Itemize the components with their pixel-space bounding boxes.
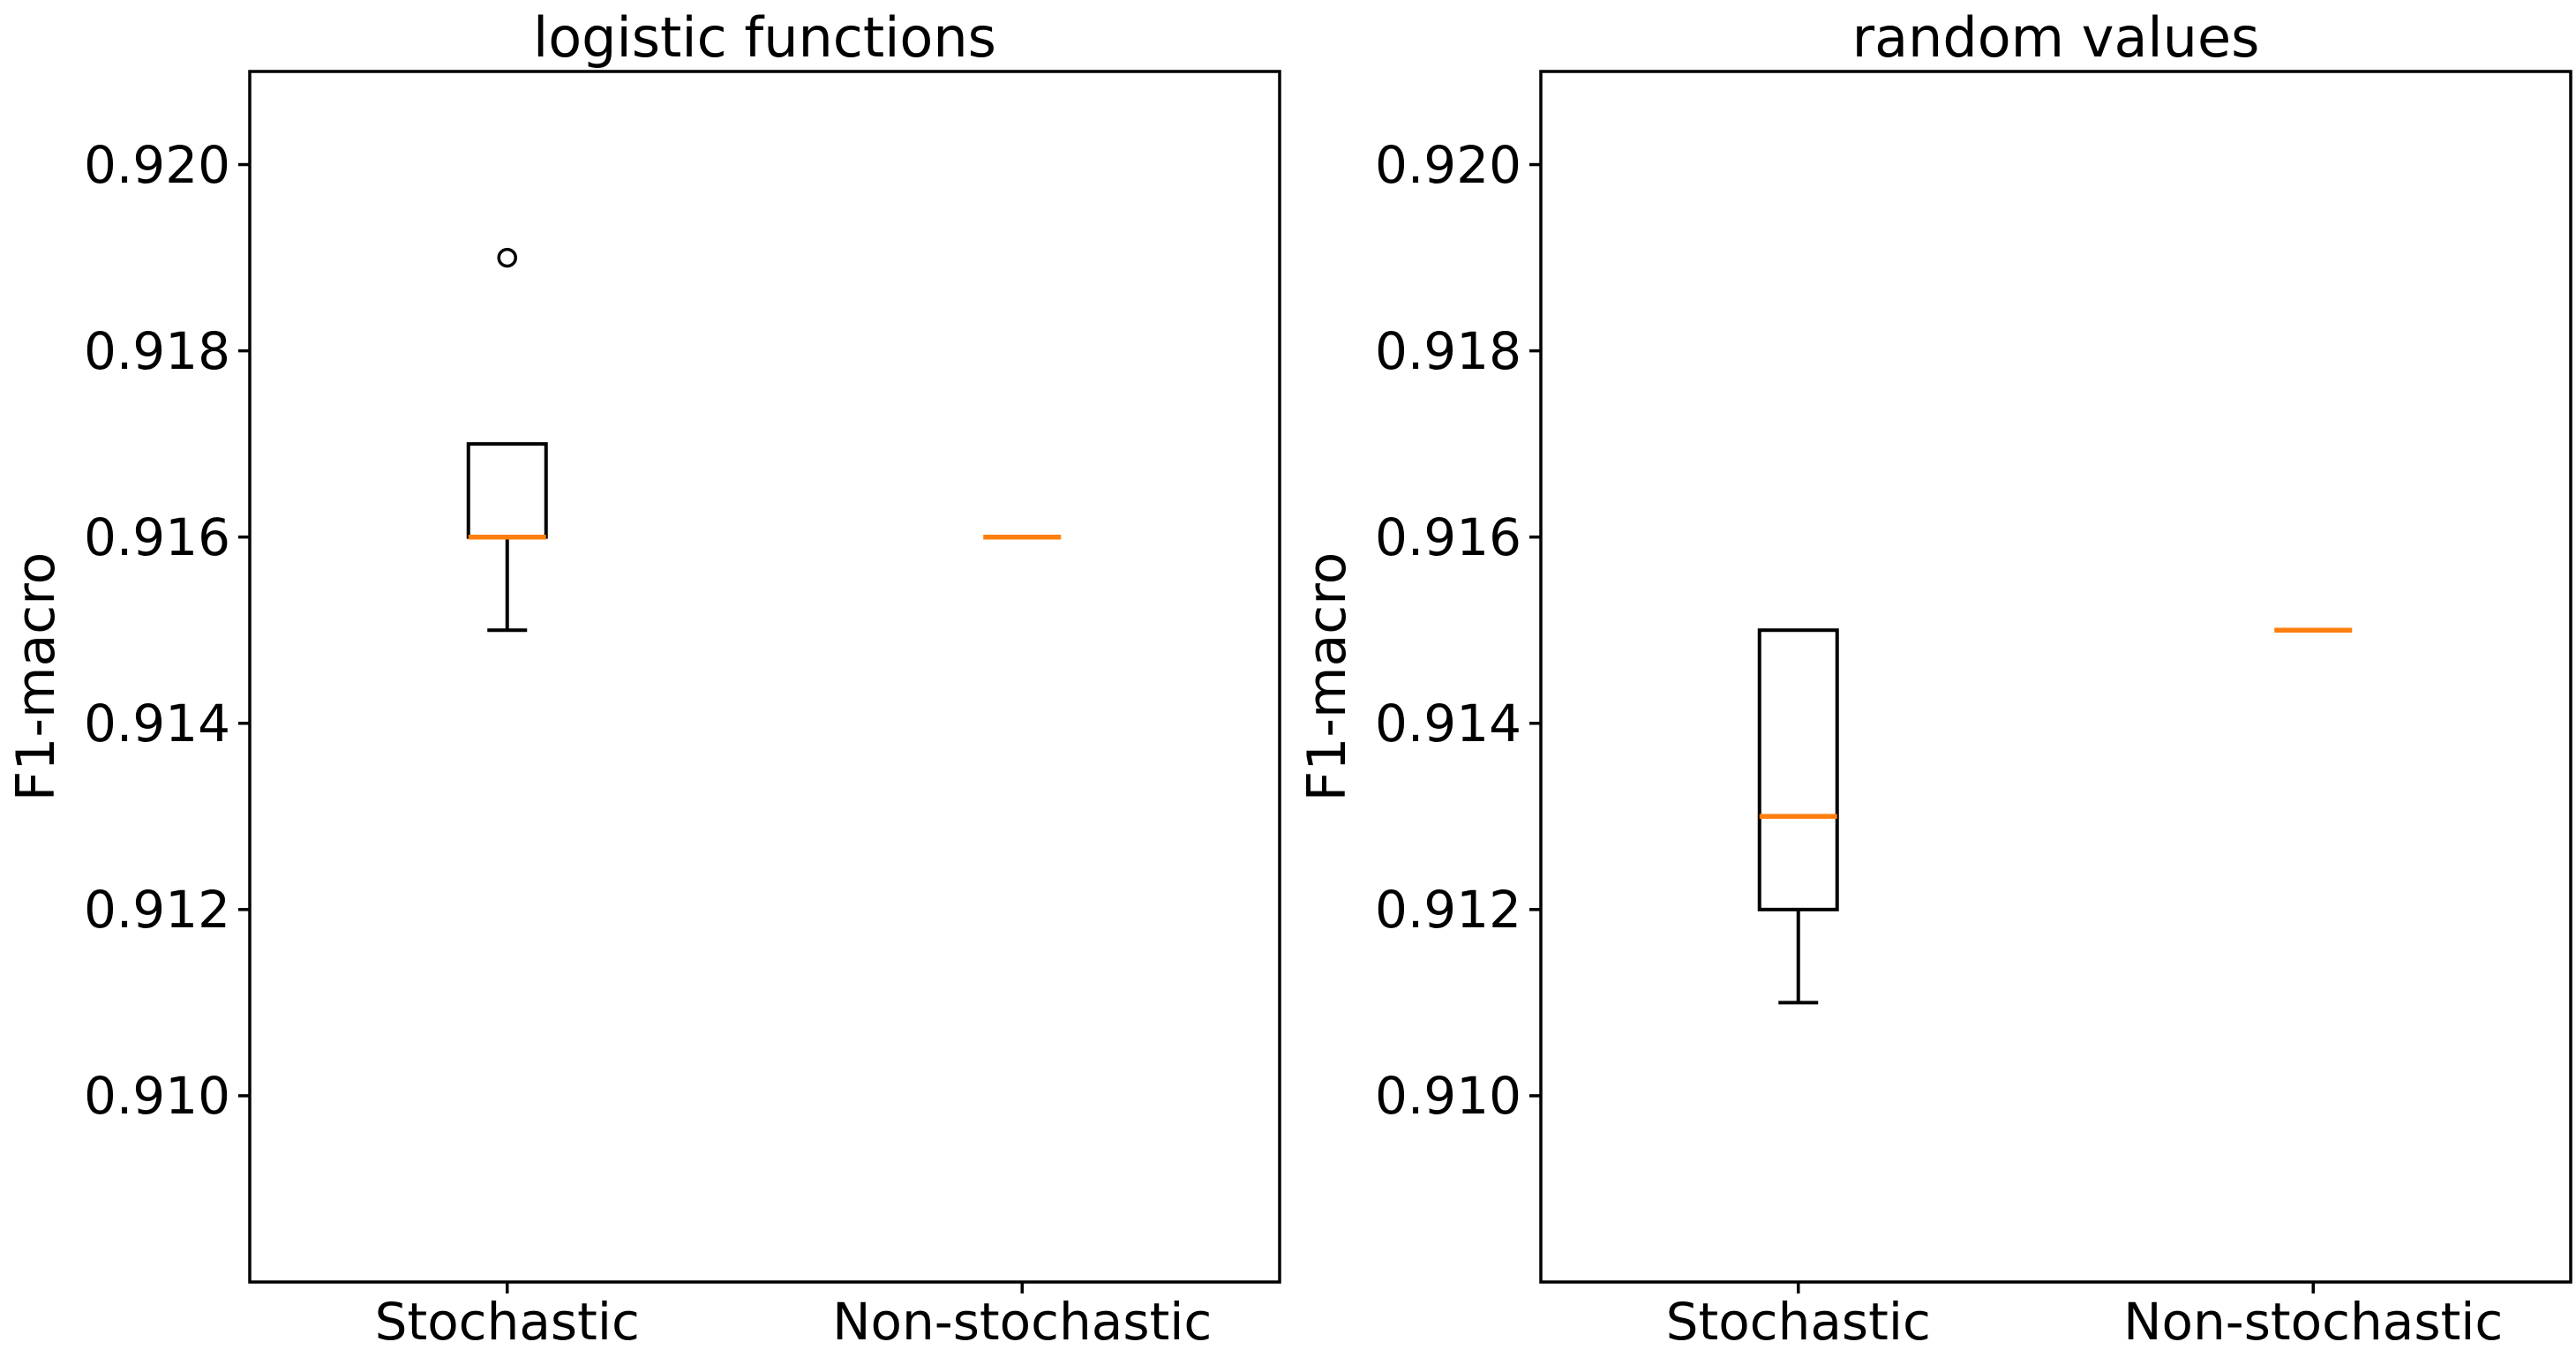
subplot-title: random values — [1852, 5, 2260, 70]
box — [1757, 628, 1839, 911]
x-tick-label: Non-stochastic — [2123, 1292, 2503, 1352]
y-tick-label: 0.914 — [1375, 693, 1521, 753]
y-tick-label: 0.920 — [1375, 135, 1521, 195]
y-axis-label: F1-macro — [1296, 552, 1358, 802]
y-tick-label: 0.918 — [84, 321, 230, 381]
subplot-logistic-functions: logistic functions F1-macro 0.910 0.912 0.91… — [5, 5, 1281, 1352]
outlier-point — [497, 247, 517, 268]
y-tick-label: 0.910 — [84, 1066, 230, 1126]
x-tick-label: Stochastic — [1666, 1292, 1931, 1352]
y-tick-label: 0.910 — [1375, 1066, 1521, 1126]
y-tick-label: 0.916 — [84, 507, 230, 567]
box — [466, 442, 548, 539]
x-tick-label: Stochastic — [375, 1292, 640, 1352]
subplot-random-values: random values F1-macro 0.910 0.912 0.914 0.91… — [1296, 5, 2572, 1352]
y-tick-label: 0.920 — [84, 135, 230, 195]
y-tick-label: 0.912 — [84, 880, 230, 940]
subplot-title: logistic functions — [533, 5, 996, 70]
axes-frame — [248, 70, 1281, 1284]
y-tick-label: 0.916 — [1375, 507, 1521, 567]
y-tick-label: 0.914 — [84, 693, 230, 753]
y-axis-label: F1-macro — [5, 552, 67, 802]
axes-frame — [1539, 70, 2572, 1284]
y-tick-label: 0.912 — [1375, 880, 1521, 940]
y-tick-label: 0.918 — [1375, 321, 1521, 381]
x-tick-label: Non-stochastic — [832, 1292, 1212, 1352]
